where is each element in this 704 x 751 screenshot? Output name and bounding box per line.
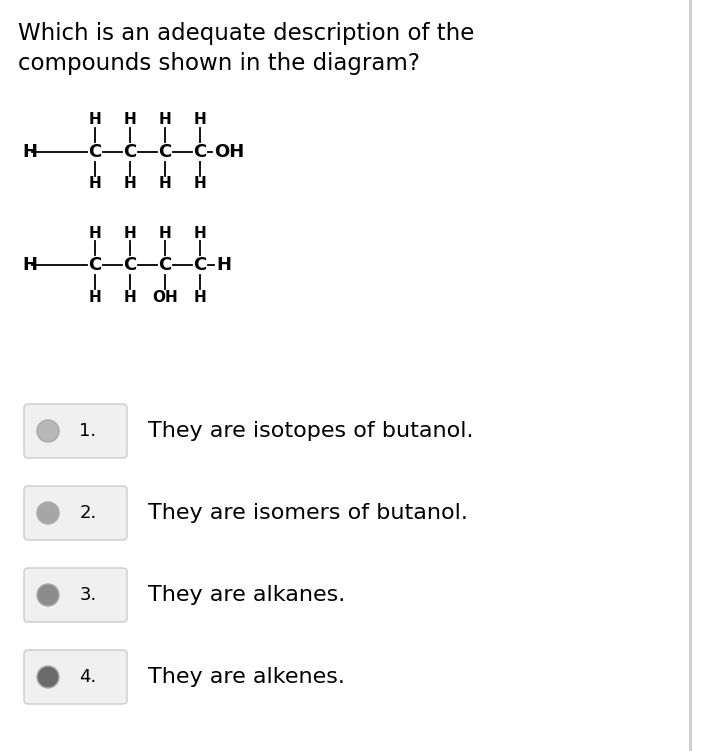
- Text: H: H: [158, 225, 171, 240]
- Ellipse shape: [37, 666, 59, 688]
- Text: 4.: 4.: [80, 668, 96, 686]
- Text: C: C: [158, 143, 172, 161]
- Ellipse shape: [37, 502, 59, 524]
- Text: H: H: [89, 113, 101, 128]
- Text: They are alkanes.: They are alkanes.: [148, 585, 345, 605]
- Text: H: H: [194, 176, 206, 192]
- FancyBboxPatch shape: [24, 486, 127, 540]
- Text: H: H: [89, 225, 101, 240]
- Text: H: H: [194, 289, 206, 304]
- Text: C: C: [158, 256, 172, 274]
- Text: H: H: [158, 113, 171, 128]
- Text: C: C: [89, 256, 101, 274]
- Text: H: H: [22, 256, 37, 274]
- Text: H: H: [158, 176, 171, 192]
- Text: OH: OH: [214, 143, 244, 161]
- Text: H: H: [124, 225, 137, 240]
- Text: C: C: [89, 143, 101, 161]
- Text: H: H: [124, 176, 137, 192]
- Text: H: H: [216, 256, 231, 274]
- Text: 2.: 2.: [80, 504, 96, 522]
- FancyBboxPatch shape: [24, 404, 127, 458]
- Text: They are isotopes of butanol.: They are isotopes of butanol.: [148, 421, 474, 441]
- Text: H: H: [89, 289, 101, 304]
- Text: H: H: [89, 176, 101, 192]
- Text: They are isomers of butanol.: They are isomers of butanol.: [148, 503, 468, 523]
- Ellipse shape: [37, 584, 59, 606]
- Text: compounds shown in the diagram?: compounds shown in the diagram?: [18, 52, 420, 75]
- Text: 3.: 3.: [80, 586, 96, 604]
- Text: They are alkenes.: They are alkenes.: [148, 667, 345, 687]
- Text: C: C: [123, 143, 137, 161]
- Text: H: H: [124, 113, 137, 128]
- Ellipse shape: [37, 420, 59, 442]
- Text: C: C: [194, 256, 207, 274]
- Text: H: H: [22, 143, 37, 161]
- Text: H: H: [124, 289, 137, 304]
- Text: 1.: 1.: [80, 422, 96, 440]
- Text: H: H: [194, 113, 206, 128]
- Text: Which is an adequate description of the: Which is an adequate description of the: [18, 22, 474, 45]
- FancyBboxPatch shape: [24, 650, 127, 704]
- Text: C: C: [123, 256, 137, 274]
- Text: C: C: [194, 143, 207, 161]
- Text: OH: OH: [152, 289, 178, 304]
- Text: H: H: [194, 225, 206, 240]
- FancyBboxPatch shape: [24, 568, 127, 622]
